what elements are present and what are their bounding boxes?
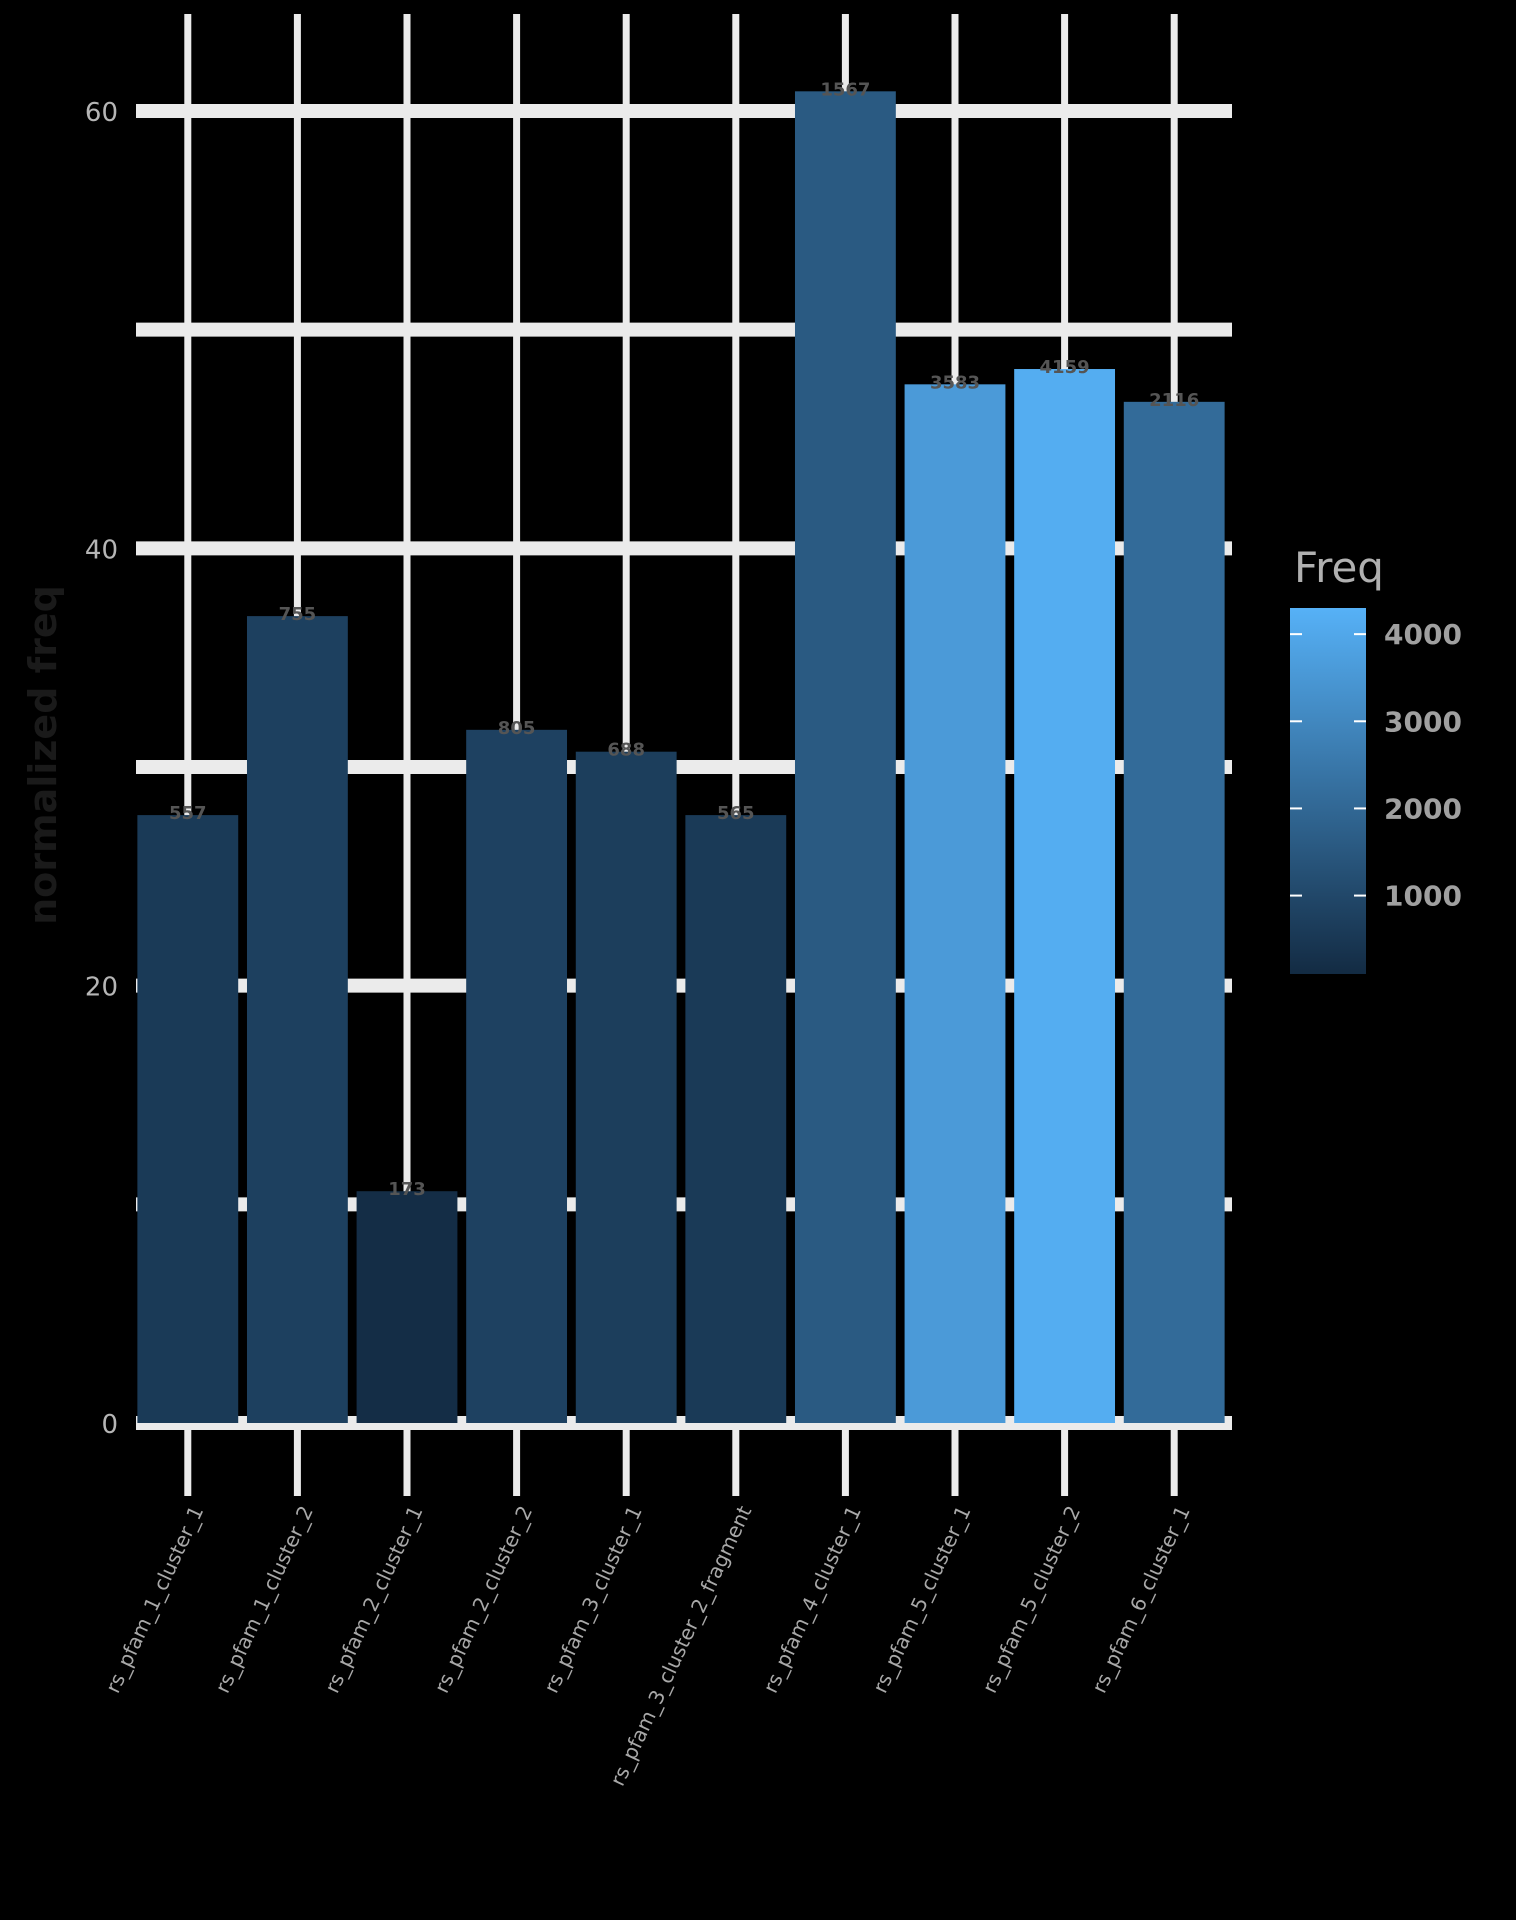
bars [137,91,1225,1424]
bar [356,1191,458,1423]
bar [794,91,896,1424]
y-axis-title: normalized freq [21,585,65,925]
bar-value-label: 3583 [930,372,980,393]
bar [137,815,239,1423]
x-tick-label: rs_pfam_2_cluster_2 [429,1502,537,1697]
bar-value-label: 755 [279,604,317,625]
bar-value-label: 2116 [1149,390,1199,411]
x-tick-label: rs_pfam_1_cluster_1 [101,1502,209,1697]
legend-tick-label: 1000 [1384,880,1462,913]
bar [466,729,568,1423]
x-tick-label: rs_pfam_4_cluster_1 [758,1502,866,1697]
legend-colorbar [1290,608,1366,974]
x-tick-label: rs_pfam_1_cluster_2 [210,1502,318,1697]
color-legend: Freq 4000 3000 2000 1000 [1290,543,1462,974]
x-tick-label: rs_pfam_2_cluster_1 [320,1502,428,1697]
legend-tick-label: 2000 [1384,792,1462,825]
x-tick-label: rs_pfam_6_cluster_1 [1087,1502,1195,1697]
legend-tick-label: 4000 [1384,618,1462,651]
y-tick-label: 0 [101,1410,118,1440]
legend-ticks: 4000 3000 2000 1000 [1290,618,1462,913]
bar-value-label: 1567 [820,79,870,100]
bar-value-label: 173 [388,1179,426,1200]
bar [685,815,787,1423]
bar-value-label: 4159 [1040,357,1090,378]
bar [1014,369,1116,1424]
bar-value-labels: 557 755 173 805 688 565 1567 3583 4159 2116 [169,79,1199,1200]
bar [1123,401,1225,1423]
x-tick-label: rs_pfam_5_cluster_2 [977,1502,1085,1697]
bar-value-label: 565 [717,803,755,824]
legend-title: Freq [1294,543,1384,592]
x-axis-ticks: rs_pfam_1_cluster_1 rs_pfam_1_cluster_2 rs… [101,1502,1195,1790]
legend-tick-label: 3000 [1384,705,1462,738]
bar-value-label: 557 [169,803,207,824]
y-axis-ticks: 0 20 40 60 [85,98,118,1440]
x-tick-label: rs_pfam_3_cluster_1 [539,1502,647,1697]
bar [904,384,1006,1423]
bar-value-label: 805 [498,718,536,739]
bar-value-label: 688 [607,740,645,761]
bar [246,616,348,1423]
x-tick-label: rs_pfam_5_cluster_1 [868,1502,976,1697]
y-tick-label: 60 [85,98,118,128]
y-tick-label: 40 [85,535,118,565]
bar [575,751,677,1423]
y-tick-label: 20 [85,973,118,1003]
